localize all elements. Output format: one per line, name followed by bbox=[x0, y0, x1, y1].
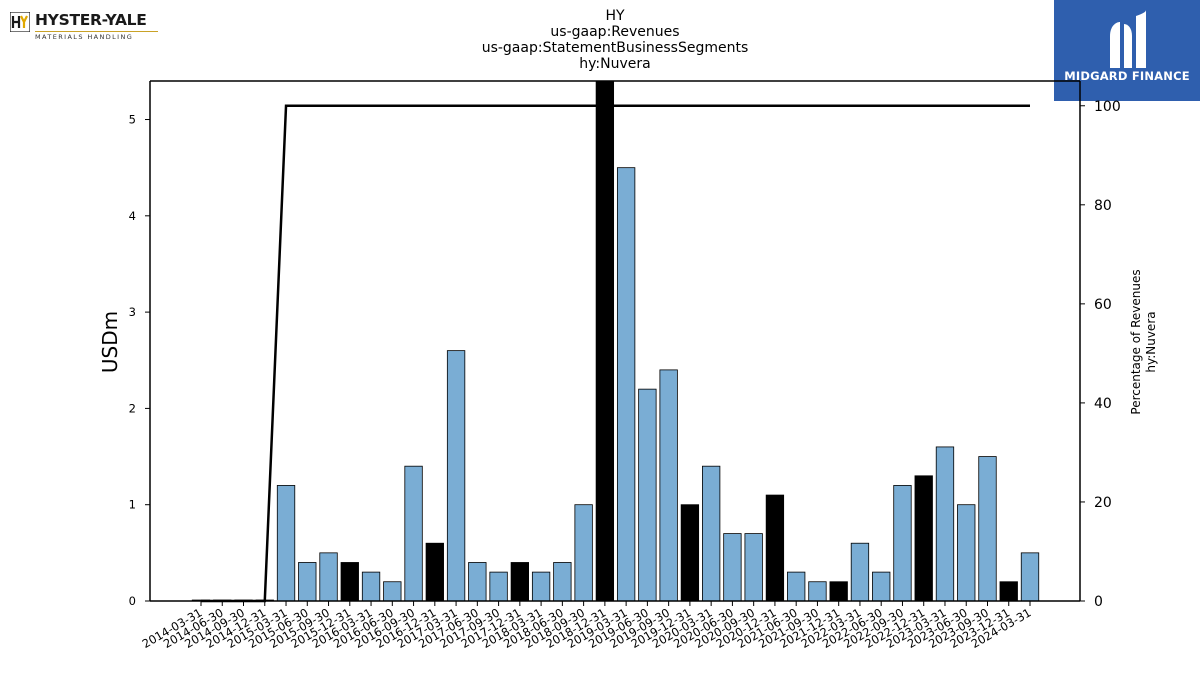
bar bbox=[893, 485, 912, 602]
bar bbox=[574, 504, 593, 602]
bar bbox=[914, 475, 933, 602]
bar bbox=[319, 552, 338, 602]
bar bbox=[659, 369, 678, 602]
chart-title-line: us-gaap:StatementBusinessSegments bbox=[482, 40, 749, 56]
bar bbox=[616, 167, 636, 602]
bar bbox=[298, 562, 317, 602]
bar bbox=[680, 504, 700, 602]
bar bbox=[935, 446, 955, 602]
bar bbox=[808, 581, 827, 602]
y-tick-label: 2 bbox=[129, 401, 136, 415]
percentage-line-series bbox=[201, 104, 1030, 603]
x-axis-ticks: 2014-03-312014-06-302014-09-302014-12-31… bbox=[140, 601, 1034, 651]
bar bbox=[425, 542, 444, 602]
bar-series bbox=[191, 80, 1040, 602]
bar bbox=[446, 350, 466, 602]
midgard-emblem-icon bbox=[1110, 10, 1146, 68]
y-tick-label: 3 bbox=[129, 305, 136, 319]
bar bbox=[468, 562, 487, 602]
hyster-yale-logo-name: HYSTER-YALE bbox=[35, 11, 147, 29]
chart-title-line: HY bbox=[605, 8, 625, 24]
midgard-finance-logo: MIDGARD FINANCE bbox=[1054, 0, 1200, 101]
y-tick-label: 1 bbox=[129, 498, 136, 512]
chart-title-line: hy:Nuvera bbox=[579, 56, 650, 72]
bar bbox=[978, 456, 997, 602]
chart-axes bbox=[149, 80, 1081, 602]
y2-tick-label: 60 bbox=[1094, 297, 1112, 313]
y2-axis-ticks: 0 20 40 60 80 100 bbox=[1080, 99, 1121, 610]
bar bbox=[787, 571, 806, 602]
y-tick-label: 0 bbox=[129, 594, 136, 608]
bar bbox=[765, 494, 785, 602]
bar bbox=[595, 80, 615, 602]
bar bbox=[829, 581, 848, 602]
y2-axis-label-line: Percentage of Revenues bbox=[1129, 269, 1143, 414]
chart-title-line: us-gaap:Revenues bbox=[550, 24, 679, 40]
hyster-yale-logo: HYSTER-YALE MATERIALS HANDLING bbox=[10, 10, 158, 44]
bar bbox=[702, 465, 721, 602]
bar bbox=[872, 571, 891, 602]
y2-tick-label: 100 bbox=[1094, 99, 1121, 115]
bar bbox=[999, 581, 1018, 602]
bar bbox=[489, 571, 508, 602]
y2-tick-label: 20 bbox=[1094, 495, 1112, 511]
bar bbox=[957, 504, 976, 602]
y-axis-ticks: 0 1 2 3 4 5 bbox=[129, 113, 150, 608]
bar bbox=[340, 562, 359, 602]
bar bbox=[1020, 552, 1040, 602]
bar bbox=[276, 485, 296, 602]
bar bbox=[510, 562, 530, 602]
chart-title: HYus-gaap:Revenuesus-gaap:StatementBusin… bbox=[482, 8, 749, 72]
bar bbox=[404, 465, 423, 602]
logo-divider bbox=[35, 31, 158, 32]
y2-tick-label: 40 bbox=[1094, 396, 1112, 412]
bar bbox=[638, 388, 657, 602]
bar bbox=[553, 562, 572, 602]
bar bbox=[744, 533, 763, 602]
y-tick-label: 4 bbox=[129, 209, 136, 223]
hyster-yale-emblem-icon bbox=[10, 12, 30, 32]
y2-tick-label: 80 bbox=[1094, 198, 1112, 214]
bar bbox=[531, 571, 551, 602]
y-tick-label: 5 bbox=[129, 113, 136, 127]
bar bbox=[850, 542, 870, 602]
bar bbox=[723, 533, 742, 602]
bar bbox=[383, 581, 402, 602]
y2-axis-label-line: hy:Nuvera bbox=[1144, 311, 1158, 372]
y2-tick-label: 0 bbox=[1094, 594, 1103, 610]
midgard-finance-logo-text: MIDGARD FINANCE bbox=[1064, 69, 1190, 83]
bar bbox=[361, 571, 381, 602]
y-axis-label: USDm bbox=[98, 311, 122, 373]
hyster-yale-logo-subtitle: MATERIALS HANDLING bbox=[35, 33, 134, 41]
percentage-line bbox=[201, 104, 1030, 603]
axis-labels: USDm Percentage of Revenues hy:Nuvera bbox=[98, 269, 1158, 414]
